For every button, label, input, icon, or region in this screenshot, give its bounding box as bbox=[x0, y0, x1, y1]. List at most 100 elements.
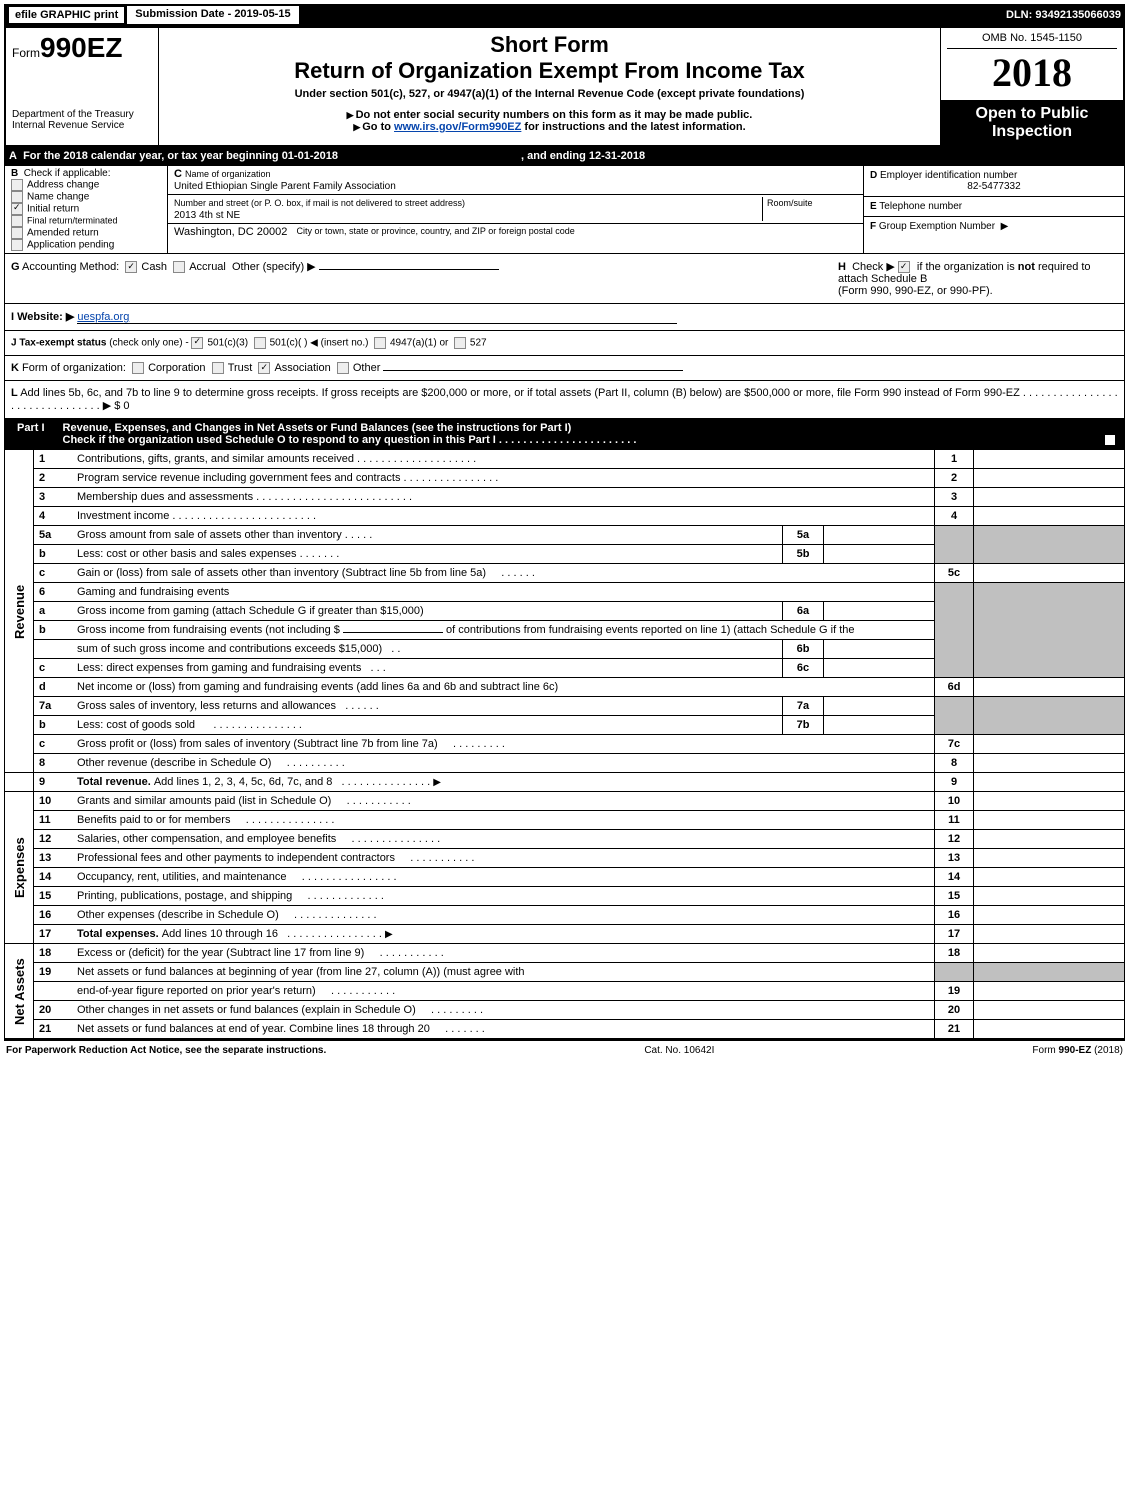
part1-title: Revenue, Expenses, and Changes in Net As… bbox=[63, 422, 409, 434]
h-checkbox[interactable] bbox=[898, 261, 910, 273]
cash-checkbox[interactable] bbox=[125, 261, 137, 273]
line1-val[interactable] bbox=[974, 450, 1125, 469]
website-label: Website: ▶ bbox=[17, 311, 74, 323]
line13-num: 13 bbox=[34, 849, 73, 868]
k-assoc-checkbox[interactable] bbox=[258, 362, 270, 374]
j-527-checkbox[interactable] bbox=[454, 337, 466, 349]
line5b-desc: Less: cost or other basis and sales expe… bbox=[77, 548, 297, 560]
section-a-mid: , and ending bbox=[521, 150, 589, 162]
efile-print-button[interactable]: efile GRAPHIC print bbox=[8, 6, 125, 24]
opt-application-pending[interactable]: Application pending bbox=[11, 239, 161, 251]
line12-rnum: 12 bbox=[935, 830, 974, 849]
cash-label: Cash bbox=[141, 261, 167, 273]
top-bar: efile GRAPHIC print Submission Date - 20… bbox=[4, 4, 1125, 26]
k-other-input[interactable] bbox=[383, 370, 683, 371]
line6d-val[interactable] bbox=[974, 678, 1125, 697]
top-bar-left: efile GRAPHIC print Submission Date - 20… bbox=[8, 6, 299, 24]
line18-desc: Excess or (deficit) for the year (Subtra… bbox=[77, 947, 364, 959]
form-prefix: Form bbox=[12, 46, 40, 60]
line16-val[interactable] bbox=[974, 906, 1125, 925]
line13-val[interactable] bbox=[974, 849, 1125, 868]
line20-rnum: 20 bbox=[935, 1001, 974, 1020]
j-501c3-checkbox[interactable] bbox=[191, 337, 203, 349]
j-opt-501c: 501(c)( ) ◀ (insert no.) bbox=[270, 338, 369, 349]
k-other-checkbox[interactable] bbox=[337, 362, 349, 374]
line16-rnum: 16 bbox=[935, 906, 974, 925]
line2-val[interactable] bbox=[974, 469, 1125, 488]
irs-link[interactable]: www.irs.gov/Form990EZ bbox=[394, 121, 521, 133]
section-b-left: B Check if applicable: Address change Na… bbox=[5, 166, 168, 253]
org-city: Washington, DC 20002 bbox=[174, 226, 287, 238]
line6b-val[interactable] bbox=[824, 640, 935, 659]
line-12: 12 Salaries, other compensation, and emp… bbox=[5, 830, 1125, 849]
opt-initial-return[interactable]: Initial return bbox=[11, 203, 161, 215]
omb-number: OMB No. 1545-1150 bbox=[947, 32, 1117, 49]
line-21: 21 Net assets or fund balances at end of… bbox=[5, 1020, 1125, 1039]
room-suite-label: Room/suite bbox=[767, 198, 813, 208]
website-row: I Website: ▶ uespfa.org bbox=[4, 304, 1125, 331]
line8-val[interactable] bbox=[974, 754, 1125, 773]
accrual-checkbox[interactable] bbox=[173, 261, 185, 273]
line21-desc: Net assets or fund balances at end of ye… bbox=[77, 1023, 430, 1035]
line10-rnum: 10 bbox=[935, 792, 974, 811]
line15-rnum: 15 bbox=[935, 887, 974, 906]
line9-desc-b: Total revenue. bbox=[77, 776, 154, 788]
accounting-method-row: G Accounting Method: Cash Accrual Other … bbox=[4, 254, 1125, 304]
line-19b: end-of-year figure reported on prior yea… bbox=[5, 982, 1125, 1001]
line-8: 8 Other revenue (describe in Schedule O)… bbox=[5, 754, 1125, 773]
line5-shade bbox=[935, 526, 974, 564]
other-specify-input[interactable] bbox=[319, 269, 499, 270]
k-trust-checkbox[interactable] bbox=[212, 362, 224, 374]
line6a-val[interactable] bbox=[824, 602, 935, 621]
line7b-num: b bbox=[34, 716, 73, 735]
line7b-desc: Less: cost of goods sold bbox=[77, 719, 195, 731]
line5a-val[interactable] bbox=[824, 526, 935, 545]
line9-rnum: 9 bbox=[935, 773, 974, 792]
part1-schedule-o-checkbox[interactable] bbox=[1104, 434, 1116, 446]
line4-val[interactable] bbox=[974, 507, 1125, 526]
line7c-val[interactable] bbox=[974, 735, 1125, 754]
line21-val[interactable] bbox=[974, 1020, 1125, 1039]
line10-val[interactable] bbox=[974, 792, 1125, 811]
line7c-desc: Gross profit or (loss) from sales of inv… bbox=[77, 738, 438, 750]
line20-num: 20 bbox=[34, 1001, 73, 1020]
line14-num: 14 bbox=[34, 868, 73, 887]
line10-desc: Grants and similar amounts paid (list in… bbox=[77, 795, 331, 807]
h-not: not bbox=[1018, 261, 1035, 273]
line9-val[interactable] bbox=[974, 773, 1125, 792]
website-link[interactable]: uespfa.org bbox=[77, 311, 677, 324]
opt-final-return[interactable]: Final return/terminated bbox=[11, 215, 161, 227]
line4-rnum: 4 bbox=[935, 507, 974, 526]
opt-name-change[interactable]: Name change bbox=[11, 191, 161, 203]
line6c-val[interactable] bbox=[824, 659, 935, 678]
line3-rnum: 3 bbox=[935, 488, 974, 507]
line12-val[interactable] bbox=[974, 830, 1125, 849]
k-corp-checkbox[interactable] bbox=[132, 362, 144, 374]
line7a-val[interactable] bbox=[824, 697, 935, 716]
return-title: Return of Organization Exempt From Incom… bbox=[165, 58, 934, 84]
line7b-val[interactable] bbox=[824, 716, 935, 735]
opt-address-change[interactable]: Address change bbox=[11, 179, 161, 191]
tax-exempt-row: J Tax-exempt status (check only one) - 5… bbox=[4, 331, 1125, 356]
line19-val[interactable] bbox=[974, 982, 1125, 1001]
line18-val[interactable] bbox=[974, 944, 1125, 963]
line11-rnum: 11 bbox=[935, 811, 974, 830]
line5c-val[interactable] bbox=[974, 564, 1125, 583]
h-text2: if the organization is bbox=[917, 261, 1018, 273]
j-501c-checkbox[interactable] bbox=[254, 337, 266, 349]
line-1: Revenue 1 Contributions, gifts, grants, … bbox=[5, 450, 1125, 469]
line5b-val[interactable] bbox=[824, 545, 935, 564]
line6b-input[interactable] bbox=[343, 632, 443, 633]
line14-val[interactable] bbox=[974, 868, 1125, 887]
accrual-label: Accrual bbox=[189, 261, 226, 273]
line17-val[interactable] bbox=[974, 925, 1125, 944]
part1-lines-table: Revenue 1 Contributions, gifts, grants, … bbox=[4, 449, 1125, 1039]
line6c-desc: Less: direct expenses from gaming and fu… bbox=[77, 662, 361, 674]
line20-val[interactable] bbox=[974, 1001, 1125, 1020]
opt-amended-return[interactable]: Amended return bbox=[11, 227, 161, 239]
line11-val[interactable] bbox=[974, 811, 1125, 830]
line6b-num: b bbox=[34, 621, 73, 640]
line15-val[interactable] bbox=[974, 887, 1125, 906]
line3-val[interactable] bbox=[974, 488, 1125, 507]
j-4947-checkbox[interactable] bbox=[374, 337, 386, 349]
